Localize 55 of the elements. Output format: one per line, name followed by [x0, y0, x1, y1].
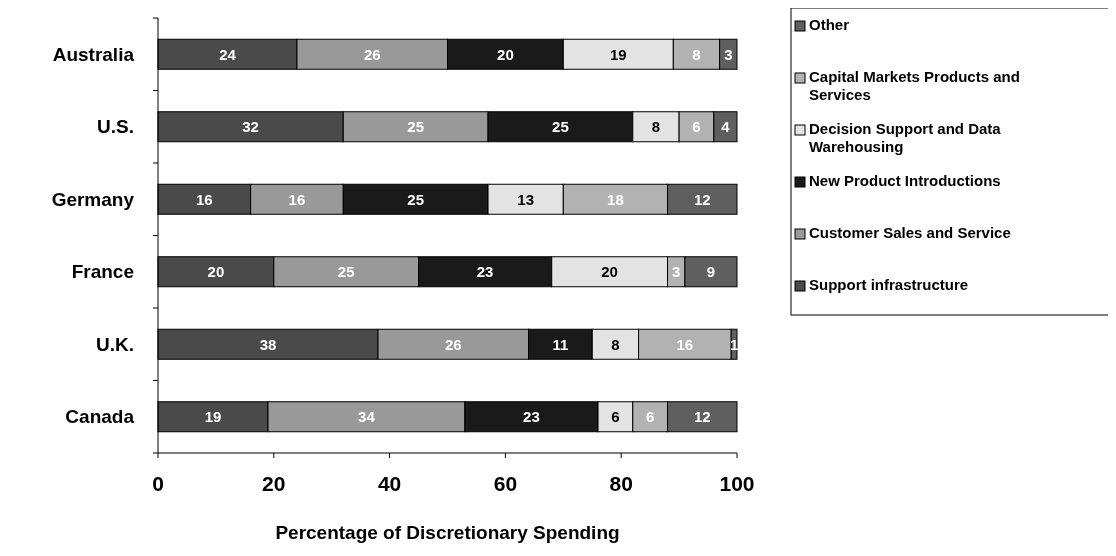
- data-label: 13: [517, 190, 535, 208]
- data-label: 20: [497, 45, 514, 63]
- legend-label: Other: [809, 16, 850, 33]
- data-label: 3: [672, 263, 681, 280]
- data-label: 16: [676, 335, 694, 353]
- data-label: 24: [219, 45, 237, 63]
- data-label: 26: [444, 335, 462, 353]
- x-tick-label: 20: [262, 472, 286, 495]
- data-label: 16: [288, 190, 306, 208]
- y-tick-label: U.S.: [97, 116, 134, 138]
- data-label: 25: [337, 263, 355, 280]
- x-tick-label: 60: [493, 472, 518, 495]
- data-label: 6: [692, 118, 701, 135]
- data-label: 8: [692, 45, 701, 63]
- data-label: 6: [645, 408, 655, 425]
- data-label: 8: [611, 335, 620, 353]
- data-label: 18: [607, 190, 624, 208]
- x-tick-label: 100: [719, 472, 755, 495]
- x-tick-label: 40: [377, 472, 402, 495]
- data-label: 19: [204, 408, 222, 425]
- data-label: 12: [693, 190, 711, 208]
- y-tick-label: U.K.: [96, 333, 134, 355]
- legend-label: Capital Markets Products and Services: [809, 68, 1020, 103]
- y-tick-label: Canada: [65, 406, 135, 428]
- data-label: 34: [358, 408, 376, 425]
- data-label: 25: [552, 118, 569, 135]
- y-tick-label: France: [71, 261, 134, 283]
- data-label: 23: [476, 263, 494, 280]
- x-axis-title: Percentage of Discretionary Spending: [275, 522, 620, 543]
- y-tick-label: Germany: [51, 188, 135, 210]
- data-label: 38: [259, 335, 277, 353]
- x-tick-label: 0: [152, 472, 164, 495]
- data-label: 12: [693, 408, 711, 425]
- data-label: 8: [651, 118, 661, 135]
- legend-label: Customer Sales and Service: [809, 224, 1011, 241]
- data-label: 9: [706, 263, 716, 280]
- x-tick-label: 80: [609, 472, 633, 495]
- y-tick-label: Australia: [52, 43, 135, 65]
- data-label: 25: [407, 118, 424, 135]
- data-label: 1: [729, 335, 739, 353]
- data-label: 3: [724, 45, 733, 63]
- data-label: 23: [523, 408, 540, 425]
- data-label: 32: [242, 118, 259, 135]
- data-label: 19: [609, 45, 627, 63]
- data-label: 6: [611, 408, 620, 425]
- legend-label: Decision Support and Data Warehousing: [809, 120, 1002, 155]
- legend-label: Support infrastructure: [809, 276, 969, 293]
- data-label: 20: [601, 263, 618, 280]
- data-label: 4: [721, 118, 731, 135]
- data-label: 16: [195, 190, 213, 208]
- data-label: 11: [552, 335, 569, 353]
- legend-label: New Product Introductions: [809, 172, 1001, 189]
- data-label: 26: [363, 45, 381, 63]
- data-label: 20: [207, 263, 225, 280]
- data-label: 25: [407, 190, 424, 208]
